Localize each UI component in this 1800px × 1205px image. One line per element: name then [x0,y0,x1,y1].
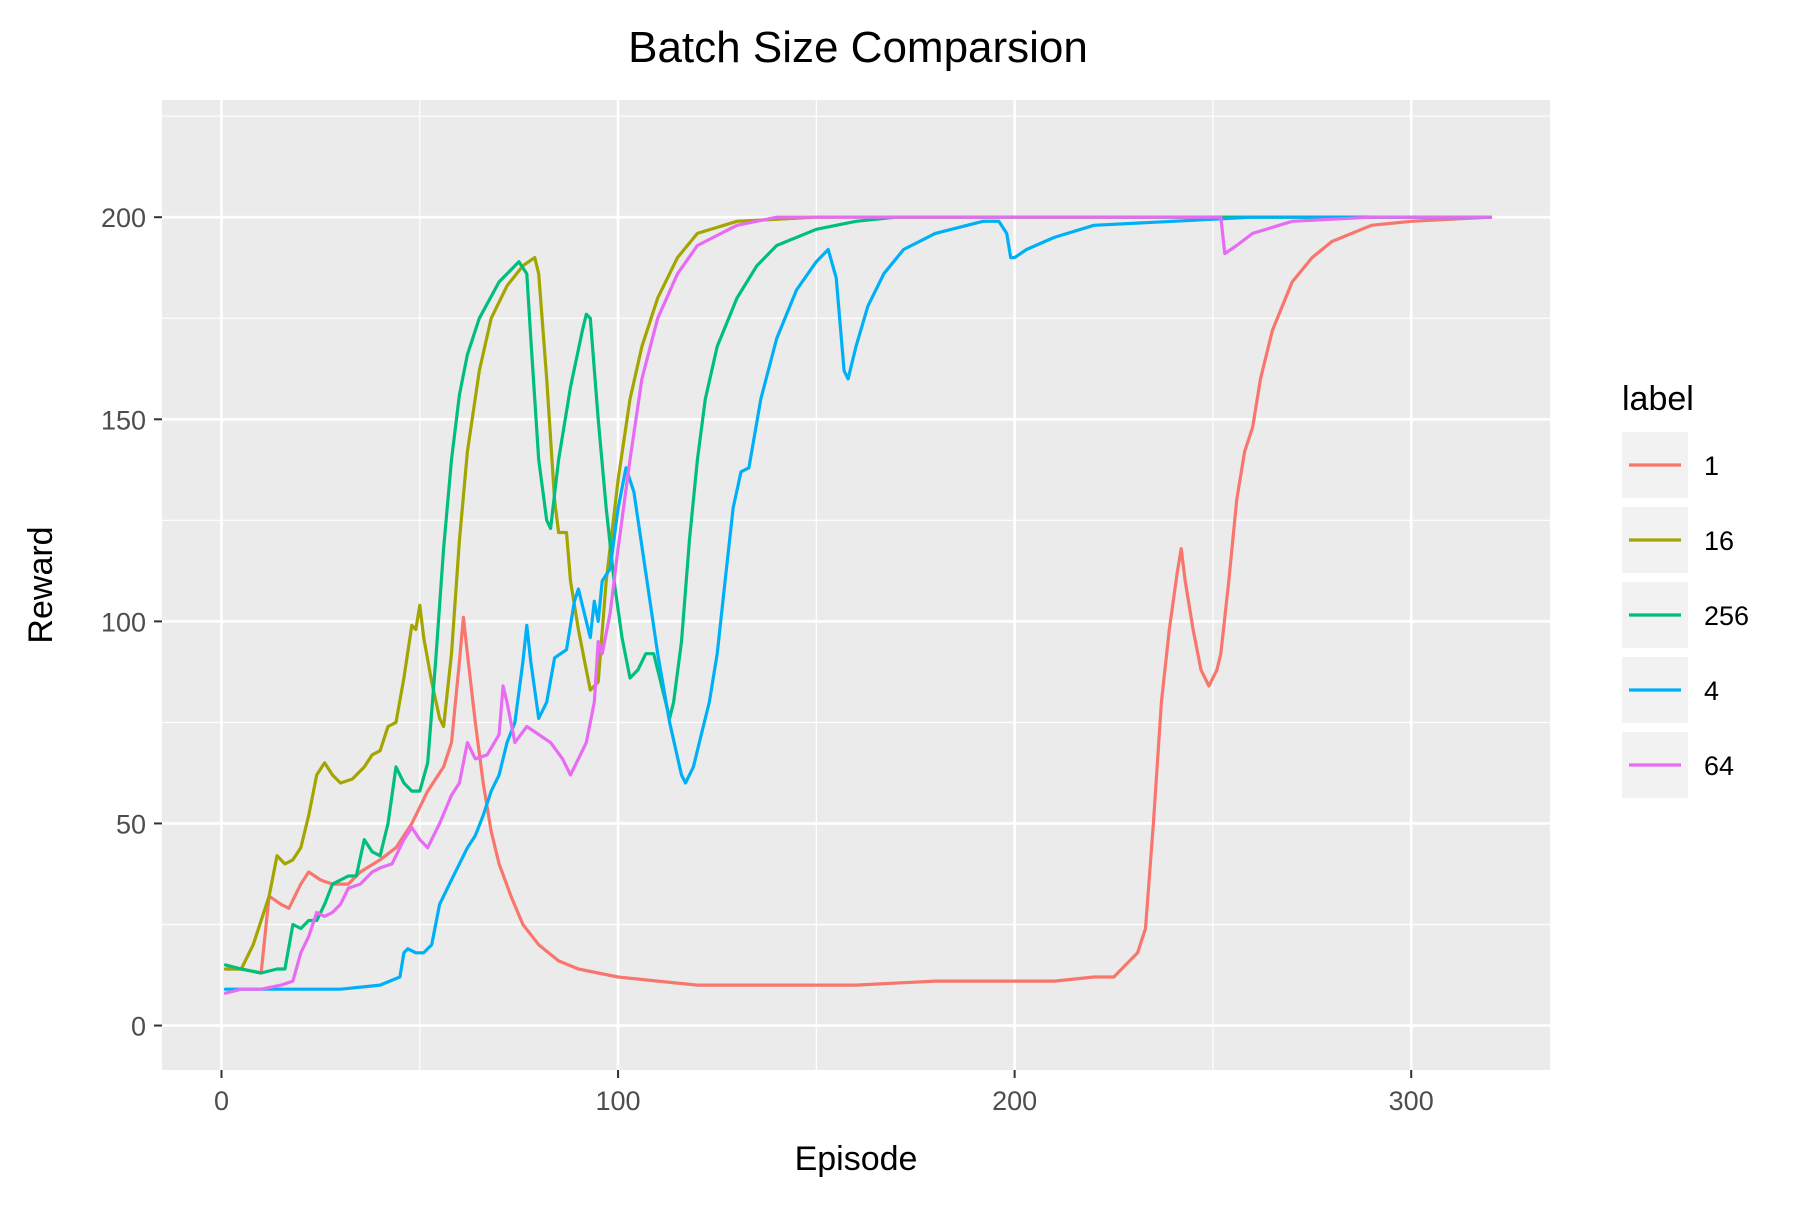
series-line-64 [223,215,1493,995]
series-line-4 [223,215,1493,991]
series-line-1 [223,215,1493,987]
y-axis-title: Reward [22,526,60,643]
legend-title: label [1622,380,1694,418]
legend-label-64: 64 [1704,751,1734,781]
y-tick-label: 100 [101,607,146,637]
x-tick-label: 100 [596,1086,641,1116]
legend: label 1 16 256 4 64 [1622,380,1749,798]
y-axis-ticks: 0 50 100 150 200 [101,203,162,1042]
y-tick-label: 200 [101,203,146,233]
legend-label-1: 1 [1704,451,1719,481]
x-axis-ticks: 0 100 200 300 [214,1070,1434,1116]
legend-label-4: 4 [1704,676,1719,706]
y-tick-label: 0 [131,1012,146,1042]
series-lines [223,215,1493,995]
minor-gridlines [162,100,1550,1070]
y-tick-label: 50 [116,809,146,839]
major-gridlines [162,100,1550,1070]
legend-label-16: 16 [1704,526,1734,556]
x-tick-label: 0 [214,1086,229,1116]
legend-label-256: 256 [1704,601,1749,631]
series-line-16 [223,215,1493,971]
y-tick-label: 150 [101,405,146,435]
x-tick-label: 300 [1389,1086,1434,1116]
series-line-256 [223,215,1493,975]
plot-panel [162,100,1550,1070]
chart-title: Batch Size Comparsion [628,23,1088,72]
x-axis-title: Episode [795,1140,918,1178]
x-tick-label: 200 [992,1086,1037,1116]
